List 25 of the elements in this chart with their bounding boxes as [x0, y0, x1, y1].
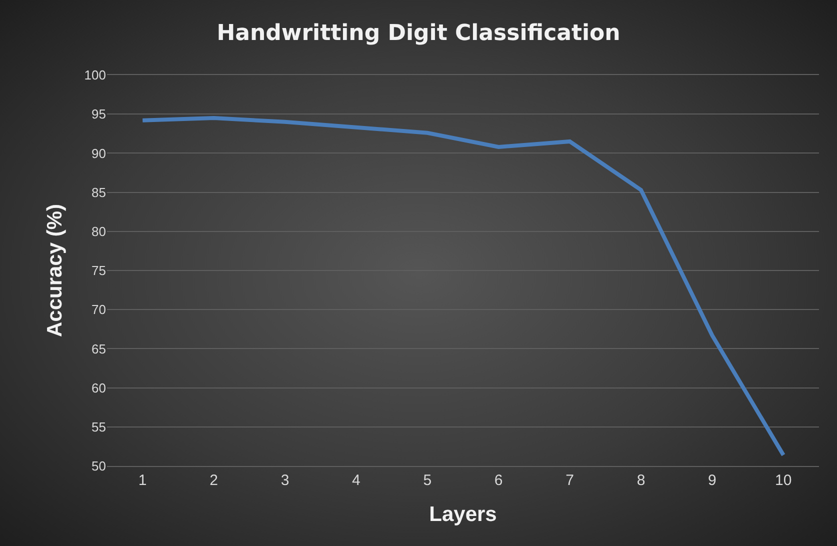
y-axis-title: Accuracy (%) [43, 204, 66, 338]
y-tick-label: 60 [92, 380, 106, 396]
x-tick-label: 6 [494, 472, 503, 489]
x-tick-label: 3 [280, 472, 290, 489]
x-axis-title: Layers [429, 503, 497, 526]
y-tick-label: 95 [92, 106, 106, 122]
x-tick-label: 8 [636, 472, 646, 489]
y-tick-label: 85 [92, 184, 106, 200]
y-tick-label: 100 [84, 68, 106, 83]
y-tick-label: 55 [92, 419, 106, 434]
x-tick-label: 7 [566, 472, 574, 489]
y-tick-label: 65 [92, 341, 106, 356]
chart-title: Handwritting Digit Classification [216, 20, 620, 46]
y-tick-label: 75 [92, 263, 106, 278]
y-tick-label: 80 [92, 224, 106, 239]
y-tick-label: 50 [92, 458, 106, 474]
y-tick-label: 70 [92, 302, 106, 318]
y-tick-label: 90 [92, 146, 106, 161]
line-series [140, 116, 786, 458]
x-tick-label: 1 [138, 472, 147, 489]
x-tick-label: 5 [423, 472, 432, 489]
x-tick-label: 4 [352, 472, 360, 489]
x-tick-label: 10 [775, 472, 792, 489]
x-tick-label: 9 [708, 472, 716, 489]
x-tick-label: 2 [210, 472, 218, 489]
